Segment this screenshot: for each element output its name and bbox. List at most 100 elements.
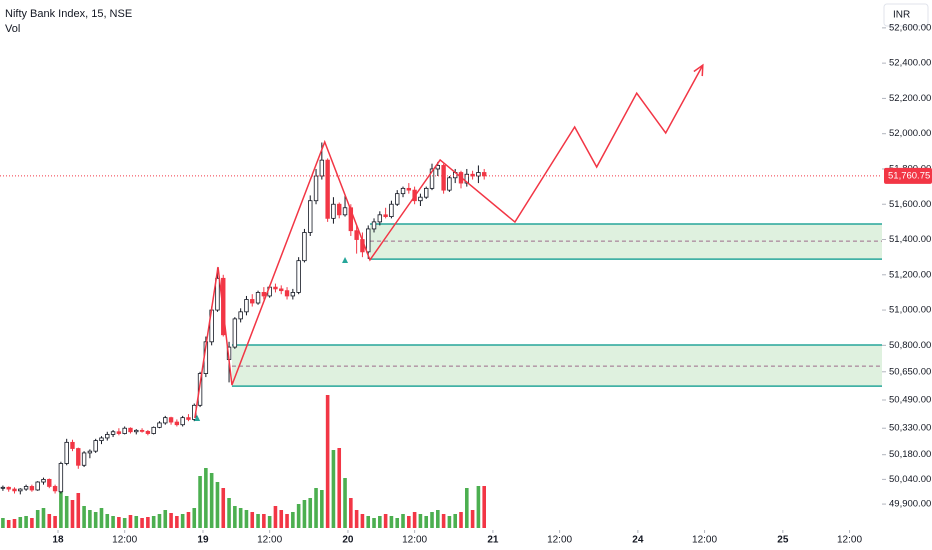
- y-tick-label: 50,180.00: [889, 449, 931, 460]
- x-tick-label: 12:00: [257, 535, 282, 546]
- signal-marker: [342, 257, 349, 263]
- candle-body: [52, 486, 58, 492]
- candle-body: [76, 448, 81, 466]
- volume-bar: [151, 516, 156, 528]
- volume-bar: [227, 498, 231, 528]
- candle-body: [261, 292, 267, 297]
- volume-bar: [343, 478, 347, 528]
- volume-bar: [453, 514, 458, 528]
- candle-body: [70, 441, 75, 449]
- volume-bar: [476, 486, 481, 528]
- volume-bar: [366, 516, 371, 528]
- candle-body: [180, 417, 185, 426]
- x-tick-label: 12:00: [837, 535, 862, 546]
- candle-body: [116, 431, 122, 434]
- volume-bar: [256, 514, 260, 528]
- volume-bar: [436, 510, 440, 528]
- candle-body: [273, 286, 278, 290]
- y-tick-label: 52,400.00: [889, 58, 931, 69]
- volume-bar: [140, 518, 144, 528]
- volume-bar: [47, 514, 52, 528]
- candle-body: [290, 292, 296, 297]
- volume-bar: [70, 500, 75, 528]
- volume-bar: [35, 510, 40, 528]
- y-tick-label: 49,900.00: [889, 499, 931, 510]
- currency-box[interactable]: [883, 3, 929, 27]
- volume-bar: [308, 498, 313, 528]
- candle-body: [163, 417, 168, 424]
- volume-bar: [395, 518, 400, 528]
- volume-bar: [401, 514, 405, 528]
- candle-body: [418, 196, 423, 202]
- volume-bar: [82, 506, 86, 528]
- volume-bar: [372, 518, 376, 528]
- last-price-label: 51,760.75: [888, 170, 930, 181]
- candle-body: [319, 159, 325, 177]
- candle-body: [174, 421, 180, 426]
- volume-bar: [360, 514, 365, 528]
- volume-bar: [354, 510, 359, 528]
- candle-body: [476, 172, 481, 177]
- candle-body: [354, 230, 359, 240]
- volume-bar: [389, 516, 394, 528]
- candle-body: [337, 203, 342, 216]
- volume-bar: [441, 514, 446, 528]
- candle-body: [435, 165, 441, 170]
- volume-bar: [134, 516, 139, 528]
- currency[interactable]: INR: [893, 10, 910, 21]
- candle-body: [128, 427, 133, 433]
- candle-body: [400, 187, 406, 195]
- y-tick-label: 51,000.00: [889, 305, 931, 316]
- volume-bar: [99, 508, 104, 528]
- volume-bar: [418, 514, 423, 528]
- volume-bar: [447, 516, 452, 528]
- volume-bar: [64, 496, 69, 528]
- candle-body: [482, 172, 487, 177]
- volume-bar: [221, 488, 226, 528]
- volume-bar: [215, 482, 220, 528]
- candle-body: [366, 228, 371, 253]
- volume-bar: [233, 506, 237, 528]
- candle-body: [134, 429, 139, 433]
- volume-bar: [337, 448, 342, 528]
- y-tick-label: 50,330.00: [889, 423, 931, 434]
- volume-bar: [76, 493, 81, 528]
- candle-body: [87, 450, 93, 454]
- volume-bar: [12, 519, 17, 528]
- candle-body: [35, 481, 40, 491]
- volume-bar: [459, 512, 463, 528]
- candle-body: [6, 486, 11, 490]
- volume-bar: [296, 504, 301, 528]
- volume-bar: [407, 516, 411, 528]
- candle-body: [302, 232, 307, 262]
- volume-bar: [24, 516, 28, 528]
- chart-title: Nifty Bank Index, 15, NSE: [5, 8, 132, 20]
- volume-bar: [302, 500, 307, 528]
- candle-body: [145, 431, 151, 434]
- candle-body: [93, 440, 98, 452]
- volume-bar: [122, 518, 127, 528]
- candle-body: [215, 277, 220, 311]
- candle-body: [186, 417, 191, 420]
- candle-body: [424, 187, 429, 198]
- volume-bar: [117, 517, 121, 528]
- volume-bar: [430, 512, 434, 528]
- volume-bar: [163, 510, 168, 528]
- candle-body: [296, 260, 301, 293]
- volume-bar: [325, 395, 330, 528]
- volume-bar: [128, 515, 133, 528]
- arrow-head: [693, 63, 704, 77]
- volume-bar: [378, 516, 382, 528]
- x-tick-label: 12:00: [112, 535, 137, 546]
- volume-bar: [320, 490, 324, 528]
- y-tick-label: 51,600.00: [889, 199, 931, 210]
- volume-bar: [169, 513, 173, 528]
- y-tick-label: 52,000.00: [889, 128, 931, 139]
- candle-body: [157, 422, 162, 428]
- candle-body: [377, 214, 383, 223]
- candle-body: [470, 173, 475, 177]
- candle-body: [383, 214, 388, 217]
- volume-bar: [279, 510, 284, 528]
